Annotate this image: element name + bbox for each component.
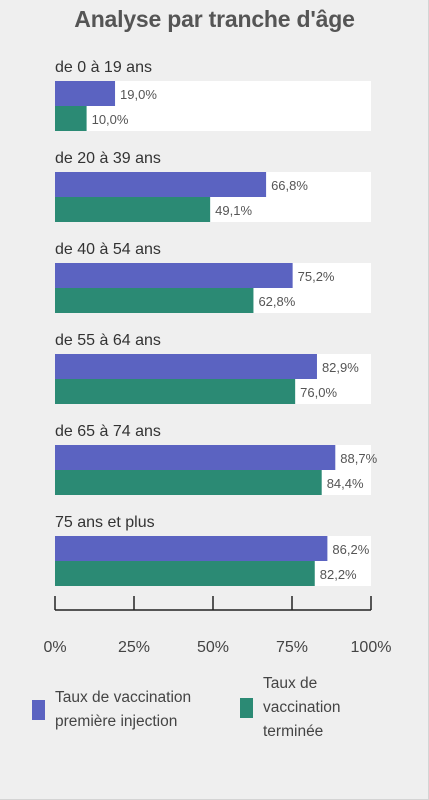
- x-tick-label: 100%: [351, 639, 392, 656]
- x-tick-label: 75%: [276, 639, 308, 656]
- bar-first-injection: [55, 81, 116, 106]
- bar-completed: [55, 379, 296, 404]
- bar-completed: [55, 288, 254, 313]
- x-tick-label: 50%: [197, 639, 229, 656]
- category-label: de 0 à 19 ans: [55, 59, 152, 76]
- data-label: 82,9%: [322, 360, 359, 375]
- data-label: 88,7%: [340, 451, 377, 466]
- data-label: 86,2%: [332, 542, 369, 557]
- chart-title: Analyse par tranche d'âge: [74, 6, 355, 32]
- x-tick-label: 0%: [43, 639, 66, 656]
- bar-completed: [55, 197, 211, 222]
- legend-item-completed: Taux de vaccination terminée: [240, 672, 373, 744]
- data-label: 62,8%: [258, 294, 295, 309]
- bar-completed: [55, 106, 87, 131]
- category-label: de 40 à 54 ans: [55, 241, 161, 258]
- data-label: 84,4%: [327, 476, 364, 491]
- category-label: 75 ans et plus: [55, 514, 155, 531]
- category-label: de 65 à 74 ans: [55, 423, 161, 440]
- legend-swatch-first-injection: [32, 700, 45, 720]
- data-label: 76,0%: [300, 385, 337, 400]
- bar-first-injection: [55, 445, 336, 470]
- data-label: 66,8%: [271, 178, 308, 193]
- legend-swatch-completed: [240, 698, 253, 718]
- data-label: 49,1%: [215, 203, 252, 218]
- bar-track: [55, 106, 371, 131]
- bar-first-injection: [55, 536, 328, 561]
- bar-first-injection: [55, 354, 317, 379]
- legend-item-first-injection: Taux de vaccination première injection: [32, 686, 225, 734]
- data-label: 19,0%: [120, 87, 157, 102]
- data-label: 82,2%: [320, 567, 357, 582]
- category-label: de 55 à 64 ans: [55, 332, 161, 349]
- x-tick-label: 25%: [118, 639, 150, 656]
- bar-first-injection: [55, 263, 293, 288]
- legend-label-first-injection: Taux de vaccination première injection: [55, 689, 192, 730]
- data-label: 75,2%: [298, 269, 335, 284]
- bar-first-injection: [55, 172, 267, 197]
- bar-completed: [55, 561, 315, 586]
- legend-label-completed: Taux de vaccination terminée: [263, 675, 341, 740]
- bar-completed: [55, 470, 322, 495]
- category-label: de 20 à 39 ans: [55, 150, 161, 167]
- data-label: 10,0%: [92, 112, 129, 127]
